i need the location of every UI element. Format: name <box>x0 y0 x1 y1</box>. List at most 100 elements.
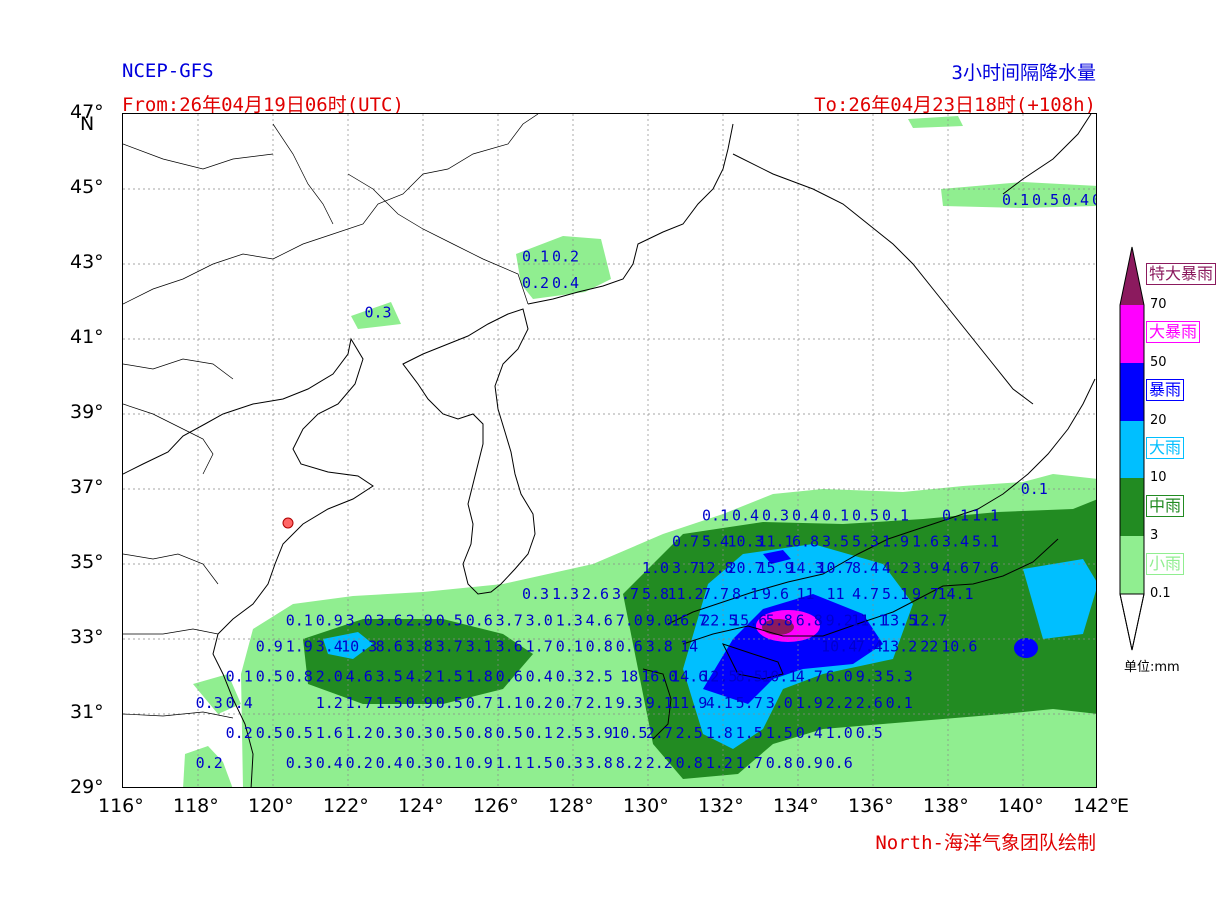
station-value: 4.6 <box>942 559 969 577</box>
station-value: 2.9 <box>406 611 433 629</box>
station-value: 7.0 <box>616 611 643 629</box>
legend-threshold: 70 <box>1150 297 1167 312</box>
station-value: 0.9 <box>796 754 823 772</box>
station-value: 0.1 <box>436 754 463 772</box>
station-value: 3.5 <box>376 668 403 686</box>
from-time: From:26年04月19日06时(UTC) <box>122 94 404 116</box>
station-value: 0.1 <box>942 506 969 524</box>
station-value: 0.5 <box>436 694 463 712</box>
station-value: 5.8 <box>642 585 669 603</box>
station-value: 0.8 <box>586 638 613 656</box>
station-value: 12.7 <box>911 611 947 629</box>
station-value: 16.7 <box>671 611 707 629</box>
station-value: 7.6 <box>972 559 999 577</box>
station-value: 0.9 <box>316 611 343 629</box>
station-value: 14.3 <box>787 559 823 577</box>
station-value: 22.5 <box>701 611 737 629</box>
station-value: 9.6 <box>762 585 789 603</box>
legend-extreme-swatch <box>1120 247 1144 305</box>
lon-tick-label: 116° <box>98 795 144 817</box>
station-value: 1.9 <box>882 533 909 551</box>
station-value: 0.4 <box>796 724 823 742</box>
station-value: 3.8 <box>406 638 433 656</box>
lon-tick-label: 120° <box>248 795 294 817</box>
station-value: 0.3 <box>406 724 433 742</box>
station-value: 0.5 <box>256 668 283 686</box>
station-value: 1.2 <box>706 754 733 772</box>
lat-tick-label: 39° <box>70 401 104 423</box>
station-value: 0.7 <box>672 533 699 551</box>
station-value: 6.8 <box>792 533 819 551</box>
legend-heavy-swatch <box>1120 421 1144 478</box>
station-value: 1.6 <box>912 533 939 551</box>
station-value: 1.9 <box>286 638 313 656</box>
legend-threshold: 10 <box>1150 470 1167 485</box>
station-value: 0.8 <box>466 724 493 742</box>
station-value: 0.1 <box>1021 480 1048 498</box>
station-value: 3.9 <box>912 559 939 577</box>
station-value: 3.4 <box>942 533 969 551</box>
station-value: 0.3 <box>364 304 391 322</box>
station-value: 0.5 <box>496 724 523 742</box>
station-value: 20.7 <box>727 559 763 577</box>
station-value: 2.7 <box>646 724 673 742</box>
station-value: 0.1 <box>1002 191 1029 209</box>
legend-severe-swatch <box>1120 305 1144 363</box>
station-value: 0.4 <box>1062 191 1089 209</box>
station-value: 3.8 <box>646 638 673 656</box>
station-value: 0.2 <box>196 754 223 772</box>
lat-tick-label: 43° <box>70 251 104 273</box>
station-value: 0.4 <box>552 274 579 292</box>
station-value: 3.7 <box>612 585 639 603</box>
lon-tick-label: 130° <box>623 795 669 817</box>
station-value: 10.6 <box>941 638 977 656</box>
station-value: 12.5 <box>701 668 737 686</box>
station-value: 0.9 <box>466 754 493 772</box>
station-value: 15.9 <box>757 559 793 577</box>
station-value: 16.0 <box>641 668 677 686</box>
station-value: 12.8 <box>697 559 733 577</box>
station-value: 10.5 <box>611 724 647 742</box>
lon-tick-label: 132° <box>698 795 744 817</box>
station-value: 11.2 <box>667 585 703 603</box>
station-value: 4.7 <box>796 668 823 686</box>
station-value: 0.6 <box>496 668 523 686</box>
lon-unit: E <box>1117 795 1130 817</box>
station-value: 2.1 <box>586 694 613 712</box>
legend-category-label: 暴雨 <box>1146 379 1185 401</box>
lon-tick-label: 136° <box>848 795 894 817</box>
station-value: 4.6 <box>346 668 373 686</box>
station-value: 0.2 <box>226 724 253 742</box>
station-value: 0.1 <box>1092 191 1097 209</box>
product-title: 3小时间隔降水量 <box>951 62 1096 84</box>
map-canvas: 0.10.50.40.10.10.20.20.40.30.10.10.40.30… <box>123 114 1097 787</box>
station-value: 5.3 <box>886 668 913 686</box>
station-value: 0.2 <box>526 694 553 712</box>
station-value: 2.5 <box>676 724 703 742</box>
lon-tick-label: 118° <box>173 795 219 817</box>
station-value: 0.9 <box>406 694 433 712</box>
station-value: 1.2 <box>316 694 343 712</box>
station-value: 11.9 <box>671 694 707 712</box>
station-value: 1.9 <box>796 694 823 712</box>
station-value: 14.6 <box>671 668 707 686</box>
station-value: 8.5 <box>736 668 763 686</box>
city-marker <box>282 517 294 529</box>
legend-threshold: 3 <box>1150 528 1159 543</box>
station-value: 0.2 <box>552 248 579 266</box>
legend-category-label: 大暴雨 <box>1146 321 1201 343</box>
lon-tick-label: 128° <box>548 795 594 817</box>
station-value: 9.0 <box>646 611 673 629</box>
station-value: 2.5 <box>586 668 613 686</box>
station-value: 1.2 <box>346 724 373 742</box>
legend-category-label: 中雨 <box>1146 495 1185 517</box>
station-value: 1.8 <box>466 668 493 686</box>
station-value: 4.2 <box>406 668 433 686</box>
station-value: 0.3 <box>762 506 789 524</box>
station-value: 0.4 <box>732 506 759 524</box>
station-value: 22 <box>920 638 938 656</box>
lon-tick-label: 134° <box>773 795 819 817</box>
station-value: 9.2 <box>826 611 853 629</box>
station-value: 5.1 <box>972 533 999 551</box>
station-value: 1.7 <box>526 638 553 656</box>
